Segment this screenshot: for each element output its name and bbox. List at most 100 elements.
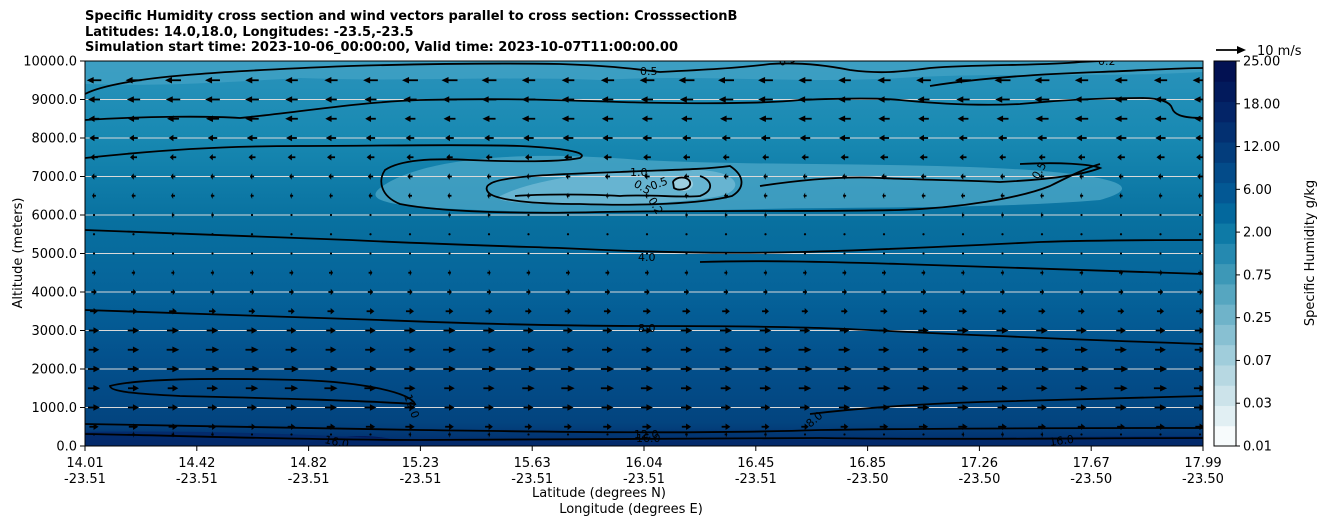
wind-arrow bbox=[721, 404, 731, 411]
wind-arrow bbox=[486, 288, 492, 296]
wind-arrow bbox=[324, 384, 338, 392]
x-tick-label-lon: -23.51 bbox=[64, 472, 106, 487]
wind-arrow bbox=[130, 288, 137, 296]
wind-arrow bbox=[165, 96, 181, 103]
wind-arrow bbox=[604, 173, 611, 180]
wind-arrow bbox=[1078, 307, 1085, 315]
wind-arrow bbox=[566, 269, 570, 277]
wind-arrow bbox=[447, 192, 452, 200]
wind-arrow bbox=[168, 423, 178, 431]
colorbar-segment bbox=[1214, 61, 1236, 82]
wind-arrow bbox=[1119, 269, 1123, 277]
wind-arrow bbox=[171, 192, 175, 200]
wind-arrow bbox=[798, 346, 812, 354]
wind-arrow bbox=[325, 115, 337, 123]
wind-arrow bbox=[641, 365, 653, 373]
wind-arrow bbox=[840, 423, 849, 431]
wind-arrow bbox=[1074, 365, 1089, 373]
wind-arrow bbox=[564, 307, 572, 315]
wind-vectors bbox=[86, 76, 1203, 438]
wind-arrow bbox=[1074, 346, 1089, 354]
wind-arrow bbox=[1159, 252, 1162, 255]
wind-arrow bbox=[247, 404, 257, 411]
title-line-1: Specific Humidity cross section and wind… bbox=[85, 9, 738, 24]
wind-reference-label: 10 m/s bbox=[1257, 44, 1302, 59]
wind-arrow bbox=[758, 76, 773, 84]
wind-arrow bbox=[566, 433, 570, 436]
wind-arrow bbox=[1198, 192, 1202, 200]
wind-arrow bbox=[244, 365, 260, 373]
wind-arrow bbox=[1198, 213, 1202, 217]
wind-arrow bbox=[561, 96, 575, 103]
wind-arrow bbox=[1198, 433, 1202, 436]
wind-arrow bbox=[364, 365, 377, 373]
wind-arrow bbox=[645, 213, 649, 217]
wind-arrow bbox=[1035, 115, 1049, 123]
wind-arrow bbox=[408, 269, 412, 277]
wind-arrow bbox=[720, 384, 732, 392]
contour-core bbox=[672, 176, 692, 191]
wind-arrow bbox=[487, 269, 491, 277]
wind-arrow bbox=[644, 288, 650, 296]
wind-arrow bbox=[763, 288, 768, 296]
wind-arrow bbox=[206, 384, 219, 392]
wind-arrow bbox=[527, 252, 530, 255]
wind-arrow bbox=[565, 288, 571, 296]
wind-arrow bbox=[326, 327, 336, 334]
wind-arrow bbox=[90, 307, 98, 315]
wind-arrow bbox=[445, 134, 454, 142]
wind-arrow bbox=[606, 213, 609, 217]
wind-arrow bbox=[448, 431, 451, 438]
wind-arrow bbox=[447, 288, 452, 296]
wind-arrow bbox=[877, 365, 891, 373]
wind-arrow bbox=[325, 96, 337, 103]
wind-arrow bbox=[127, 384, 140, 392]
wind-arrow bbox=[843, 252, 846, 255]
wind-arrow bbox=[1156, 423, 1165, 431]
wind-arrow bbox=[287, 153, 296, 161]
wind-arrow bbox=[1114, 384, 1128, 392]
wind-arrow bbox=[998, 307, 1007, 315]
wind-arrow bbox=[561, 115, 575, 123]
wind-arrow bbox=[721, 423, 731, 431]
wind-arrow bbox=[684, 269, 689, 277]
wind-arrow bbox=[481, 76, 497, 84]
wind-arrow bbox=[562, 346, 574, 354]
wind-arrow bbox=[521, 346, 536, 354]
wind-arrow bbox=[92, 233, 96, 236]
y-tick-label: 2000.0 bbox=[32, 363, 78, 378]
wind-arrow bbox=[601, 96, 614, 103]
wind-arrow bbox=[641, 115, 653, 123]
wind-arrow bbox=[640, 384, 654, 392]
x-tick-label-lat: 16.04 bbox=[625, 456, 662, 471]
wind-arrow bbox=[132, 431, 135, 438]
wind-arrow bbox=[600, 384, 615, 392]
x-tick-label-lat: 17.99 bbox=[1184, 456, 1221, 471]
wind-arrow bbox=[680, 327, 693, 334]
wind-arrow bbox=[762, 153, 769, 161]
wind-arrow bbox=[881, 288, 887, 296]
wind-arrow bbox=[250, 269, 254, 277]
wind-arrow bbox=[724, 431, 728, 438]
wind-arrow bbox=[92, 213, 96, 217]
wind-arrow bbox=[764, 233, 767, 236]
wind-arrow bbox=[1198, 233, 1202, 236]
wind-arrow bbox=[838, 76, 851, 84]
wind-arrow bbox=[1037, 404, 1047, 411]
colorbar-tick-label: 2.00 bbox=[1243, 226, 1272, 241]
wind-arrow bbox=[955, 76, 971, 84]
wind-arrow bbox=[207, 134, 218, 142]
wind-arrow bbox=[600, 365, 615, 373]
wind-arrow bbox=[922, 252, 925, 255]
wind-arrow bbox=[248, 307, 256, 315]
wind-arrow bbox=[602, 327, 613, 334]
wind-arrow bbox=[601, 404, 614, 411]
wind-arrow bbox=[289, 288, 294, 296]
wind-arrow bbox=[1038, 423, 1046, 431]
wind-arrow bbox=[801, 307, 809, 315]
wind-arrow bbox=[1040, 431, 1044, 438]
wind-arrow bbox=[487, 211, 491, 219]
colorbar-segment bbox=[1214, 263, 1236, 285]
wind-arrow bbox=[916, 76, 931, 84]
wind-arrow bbox=[604, 288, 611, 296]
